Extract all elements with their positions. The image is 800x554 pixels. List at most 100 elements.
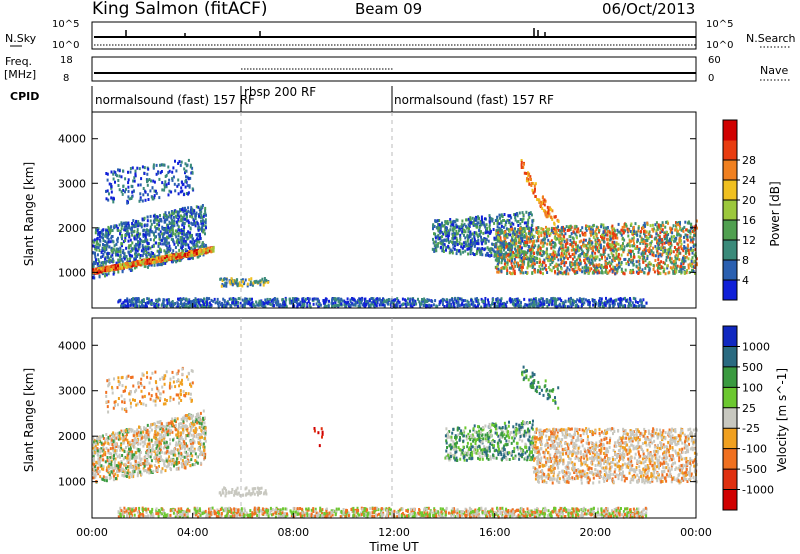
freq-label: Freq. <box>5 55 32 68</box>
cpid-segment-2: rbsp 200 RF <box>244 85 316 99</box>
power-cbar-tick-label-5: 24 <box>742 174 756 187</box>
power-colorbar-swatch-1 <box>723 260 737 281</box>
x-tick-label-1: 04:00 <box>177 526 209 539</box>
power-panel: 1000 2000 3000 4000 Slant Range [km] 4 8 12 16… <box>22 111 782 309</box>
power-colorbar-swatch-5 <box>723 180 737 201</box>
frequency-panel: Freq. [MHz] 18 8 60 0 Nave <box>4 55 790 84</box>
velocity-echo-morning-diffuse <box>92 409 207 484</box>
velocity-y-axis: 1000 2000 3000 4000 <box>58 339 696 489</box>
nsearch-tick-high: 10^5 <box>706 19 733 30</box>
velocity-colorbar-swatch-0 <box>723 326 737 347</box>
velocity-colorbar-swatch-1 <box>723 346 737 368</box>
power-colorbar-swatch-3 <box>723 220 737 241</box>
cpid-label: CPID <box>10 90 39 103</box>
power-colorbar-frame <box>722 119 738 301</box>
power-colorbar-swatch-8 <box>723 120 737 141</box>
date-title: 06/Oct/2013 <box>602 0 695 18</box>
power-cbar-tick-label-3: 16 <box>742 214 756 227</box>
velocity-echo-near-range <box>117 506 648 519</box>
beam-title: Beam 09 <box>355 0 422 18</box>
velocity-ytick-label-3: 4000 <box>58 339 86 352</box>
velocity-colorbar-swatch-4 <box>723 407 737 429</box>
power-colorbar: 4 8 12 16 20 24 28 <box>722 119 756 301</box>
velocity-echo-red-patch <box>313 427 324 448</box>
velocity-ytick-label-2: 3000 <box>58 385 86 398</box>
power-cbar-label: Power [dB] <box>768 181 782 246</box>
power-echo-near-range <box>117 296 648 309</box>
velocity-cbar-tick-label-2: 100 <box>742 381 763 394</box>
power-echo-morning-band <box>92 245 215 275</box>
power-cbar-tick-label-6: 28 <box>742 154 756 167</box>
velocity-echo-evening-band <box>532 427 698 485</box>
power-ytick-label-0: 1000 <box>58 266 86 279</box>
freq-unit-label: [MHz] <box>4 68 36 81</box>
power-colorbar-swatch-7 <box>723 140 737 161</box>
velocity-cbar-label: Velocity [m s^-1] <box>775 368 789 472</box>
power-y-label: Slant Range [km] <box>22 162 36 266</box>
nave-tick-low: 0 <box>708 73 714 84</box>
x-tick-label-0: 00:00 <box>76 526 108 539</box>
freq-tick-low: 8 <box>63 73 69 84</box>
power-colorbar-swatch-6 <box>723 160 737 181</box>
velocity-y-label: Slant Range [km] <box>22 368 36 472</box>
power-scatter <box>92 158 698 309</box>
x-tick-label-6: 00:00 <box>680 526 712 539</box>
velocity-echo-morning-high <box>105 366 194 414</box>
nave-tick-high: 60 <box>708 55 721 66</box>
noise-panel: N.Sky 10^5 10^0 10^5 10^0 N.Search <box>5 19 796 51</box>
power-colorbar-swatch-0 <box>723 280 737 301</box>
velocity-colorbar-swatch-3 <box>723 387 737 409</box>
power-echo-evening-streak <box>520 159 560 238</box>
velocity-colorbar-swatch-7 <box>723 469 737 491</box>
cpid-segment-1: normalsound (fast) 157 RF <box>95 93 255 107</box>
power-ytick-label-1: 2000 <box>58 222 86 235</box>
velocity-colorbar-swatch-6 <box>723 448 737 470</box>
freq-tick-high: 18 <box>60 55 73 66</box>
x-tick-label-2: 08:00 <box>277 526 309 539</box>
nsearch-tick-low: 10^0 <box>706 40 733 51</box>
power-echo-morning-high <box>105 158 195 205</box>
velocity-colorbar-swatch-2 <box>723 366 737 388</box>
velocity-scatter <box>92 365 698 519</box>
velocity-cbar-tick-label-6: -500 <box>742 463 767 476</box>
velocity-cbar-tick-label-1: 500 <box>742 361 763 374</box>
power-cbar-tick-label-0: 4 <box>742 274 749 287</box>
velocity-colorbar-frame <box>722 325 738 511</box>
power-cbar-tick-label-1: 8 <box>742 254 749 267</box>
station-title: King Salmon (fitACF) <box>92 0 268 19</box>
power-echo-morning-diffuse <box>92 204 208 280</box>
velocity-echo-afternoon-green <box>444 419 535 462</box>
power-ytick-label-2: 3000 <box>58 177 86 190</box>
velocity-ytick-label-1: 2000 <box>58 430 86 443</box>
cpid-segment-3: normalsound (fast) 157 RF <box>394 93 554 107</box>
velocity-cbar-tick-label-5: -100 <box>742 443 767 456</box>
power-echo-evening-band <box>494 219 698 276</box>
nsky-tick-low: 10^0 <box>52 40 79 51</box>
nsearch-label: N.Search <box>746 32 796 45</box>
power-colorbar-swatch-4 <box>723 200 737 221</box>
velocity-cbar-tick-label-4: -25 <box>742 422 760 435</box>
velocity-colorbar-swatch-8 <box>723 489 737 511</box>
power-colorbar-swatch-2 <box>723 240 737 261</box>
time-x-axis: 00:00 04:00 08:00 12:00 16:00 20:00 00:00 <box>76 303 712 539</box>
x-tick-label-4: 16:00 <box>479 526 511 539</box>
velocity-cbar-tick-label-7: -1000 <box>742 484 774 497</box>
nsky-label: N.Sky <box>5 32 37 45</box>
cpid-panel: CPID normalsound (fast) 157 RF rbsp 200 … <box>10 85 554 112</box>
x-axis-label: Time UT <box>368 540 419 554</box>
power-echo-low-patch <box>219 277 270 288</box>
velocity-colorbar: 1000 500 100 25 -25 -100 -500 -1000 <box>722 325 774 511</box>
power-cbar-tick-label-2: 12 <box>742 234 756 247</box>
velocity-echo-low-patch <box>218 486 268 498</box>
velocity-panel: 1000 2000 3000 4000 Slant Range [km] 1000 50… <box>22 303 789 554</box>
velocity-cbar-tick-label-3: 25 <box>742 402 756 415</box>
nsky-tick-high: 10^5 <box>52 19 79 30</box>
x-tick-label-3: 12:00 <box>378 526 410 539</box>
power-ytick-label-3: 4000 <box>58 133 86 146</box>
nave-label: Nave <box>760 64 788 77</box>
velocity-echo-evening-high <box>521 365 560 410</box>
velocity-ytick-label-0: 1000 <box>58 476 86 489</box>
velocity-colorbar-swatch-5 <box>723 428 737 450</box>
power-y-axis: 1000 2000 3000 4000 <box>58 133 696 279</box>
